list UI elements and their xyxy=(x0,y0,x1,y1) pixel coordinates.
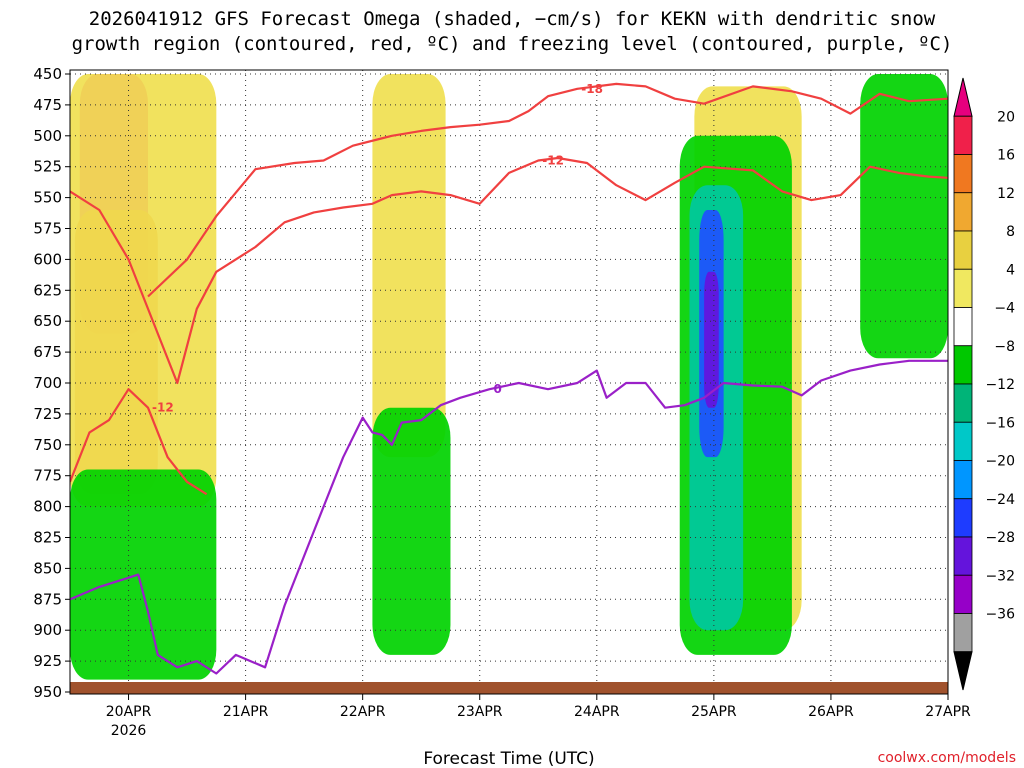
y-tick-label: 550 xyxy=(33,189,62,207)
y-tick-label: 750 xyxy=(33,436,62,454)
colorbar-band xyxy=(953,460,973,500)
colorbar-band xyxy=(953,536,973,576)
colorbar-arrow-top xyxy=(953,77,973,117)
colorbar-arrow-bottom xyxy=(953,651,973,691)
omega-region-green xyxy=(860,74,948,359)
y-tick-label: 525 xyxy=(33,158,62,176)
colorbar: 20 16 12 8 4 −4 −8 −12 −16 −20 −24 −28 −32 −36 xyxy=(953,77,1015,691)
y-axis: 450 475 500 525 550 575 600 625 650 675 700 725 750 7… xyxy=(33,65,70,701)
colorbar-label: 8 xyxy=(1006,224,1015,240)
colorbar-label: 16 xyxy=(997,148,1015,164)
colorbar-band xyxy=(953,574,973,614)
colorbar-label: −36 xyxy=(985,607,1015,623)
y-tick-label: 925 xyxy=(33,652,62,670)
contour-dgz_lower xyxy=(70,388,208,496)
colorbar-band xyxy=(953,307,973,347)
x-tick-label: 26APR xyxy=(808,704,854,720)
colorbar-band xyxy=(953,613,973,653)
colorbar-label: 12 xyxy=(997,186,1015,202)
colorbar-label: −28 xyxy=(985,530,1015,546)
contour-label-freezing: 0 xyxy=(493,382,501,396)
contours: -18 -12 -12 0 xyxy=(70,82,948,675)
omega-region-purple xyxy=(704,271,719,408)
y-tick-label: 675 xyxy=(33,343,62,361)
y-tick-label: 475 xyxy=(33,96,62,114)
x-tick-label: 20APR xyxy=(106,704,152,720)
y-tick-label: 575 xyxy=(33,220,62,238)
y-tick-label: 775 xyxy=(33,467,62,485)
x-tick-label: 22APR xyxy=(340,704,386,720)
colorbar-label: 4 xyxy=(1006,262,1015,278)
contour-label-dgz_lower: -12 xyxy=(152,401,174,415)
y-tick-label: 600 xyxy=(33,250,62,268)
plot-frame xyxy=(69,69,949,695)
y-tick-label: 875 xyxy=(33,590,62,608)
omega-region-yellow xyxy=(70,74,217,507)
y-tick-label: 700 xyxy=(33,374,62,392)
y-tick-label: 650 xyxy=(33,312,62,330)
chart-title-line1: 2026041912 GFS Forecast Omega (shaded, −… xyxy=(89,8,936,30)
y-tick-label: 825 xyxy=(33,529,62,547)
x-axis-label: Forecast Time (UTC) xyxy=(423,749,594,768)
ground-strip xyxy=(70,682,948,694)
omega-shading xyxy=(70,74,948,680)
colorbar-band xyxy=(953,154,973,194)
x-tick-label: 23APR xyxy=(457,704,503,720)
colorbar-label: −16 xyxy=(985,415,1015,431)
colorbar-band xyxy=(953,230,973,270)
colorbar-band xyxy=(953,498,973,538)
colorbar-label: −4 xyxy=(994,301,1015,317)
colorbar-band xyxy=(953,383,973,423)
contour-dgz xyxy=(147,82,948,298)
y-tick-label: 850 xyxy=(33,559,62,577)
x-tick-label: 21APR xyxy=(223,704,269,720)
y-tick-label: 900 xyxy=(33,621,62,639)
contour-label-dgz: -12 xyxy=(542,154,564,168)
omega-region-green xyxy=(70,469,217,680)
y-tick-label: 625 xyxy=(33,281,62,299)
colorbar-band xyxy=(953,345,973,385)
colorbar-label: −20 xyxy=(985,454,1015,470)
x-tick-label: 25APR xyxy=(691,704,737,720)
colorbar-label: −32 xyxy=(985,568,1015,584)
x-tick-label: 27APR xyxy=(925,704,971,720)
y-tick-label: 450 xyxy=(33,65,62,83)
colorbar-band xyxy=(953,192,973,232)
x-tick-label: 24APR xyxy=(574,704,620,720)
chart-title-line2: growth region (contoured, red, ºC) and f… xyxy=(72,33,953,55)
y-tick-label: 950 xyxy=(33,683,62,701)
colorbar-band xyxy=(953,268,973,308)
y-tick-label: 500 xyxy=(33,127,62,145)
credit-link[interactable]: coolwx.com/models xyxy=(878,750,1016,766)
colorbar-band xyxy=(953,115,973,155)
contour-label-dgz: -18 xyxy=(581,82,603,96)
colorbar-label: −12 xyxy=(985,377,1015,393)
x-axis: 20APR 2026 21APR 22APR 23APR 24APR 25APR 26APR 2… xyxy=(106,694,971,739)
colorbar-label: −24 xyxy=(985,492,1015,508)
y-tick-label: 725 xyxy=(33,405,62,423)
omega-region-green xyxy=(372,407,451,655)
colorbar-label: 20 xyxy=(997,109,1015,125)
contour-freezing xyxy=(70,359,948,675)
contour-dgz xyxy=(70,156,948,385)
x-tick-sublabel: 2026 xyxy=(111,723,147,739)
colorbar-band xyxy=(953,421,973,461)
y-tick-label: 800 xyxy=(33,498,62,516)
omega-region-yellow xyxy=(372,74,446,458)
colorbar-label: −8 xyxy=(994,339,1015,355)
